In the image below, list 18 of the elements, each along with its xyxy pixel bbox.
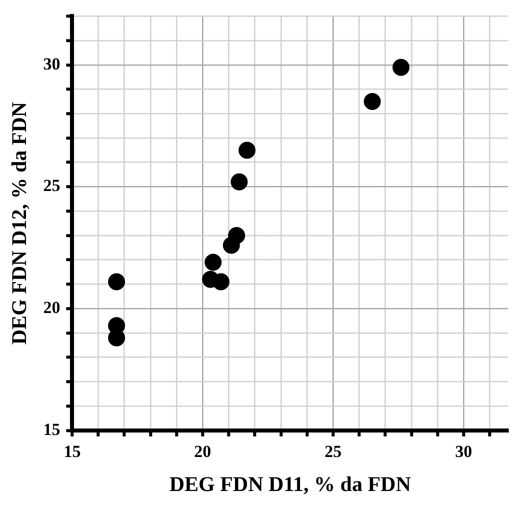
y-tick-label: 30: [43, 54, 60, 74]
x-tick-label: 30: [455, 442, 472, 461]
y-tick-label: 20: [43, 298, 60, 317]
point: [238, 142, 256, 159]
x-tick-label: 15: [64, 442, 81, 461]
point: [230, 173, 248, 190]
x-tick-label: 20: [194, 442, 212, 461]
y-tick-label: 25: [43, 176, 60, 196]
point: [212, 273, 230, 290]
y-tick-label: 15: [43, 420, 60, 439]
point: [108, 273, 126, 290]
point: [228, 226, 246, 244]
point: [364, 92, 381, 110]
x-tick-label: 25: [324, 442, 342, 461]
point: [204, 254, 222, 271]
y-axis-title: DEG FDN D12, % da FDN: [7, 102, 32, 345]
point: [392, 58, 410, 76]
x-axis-title: DEG FDN D11, % da FDN: [169, 472, 411, 496]
